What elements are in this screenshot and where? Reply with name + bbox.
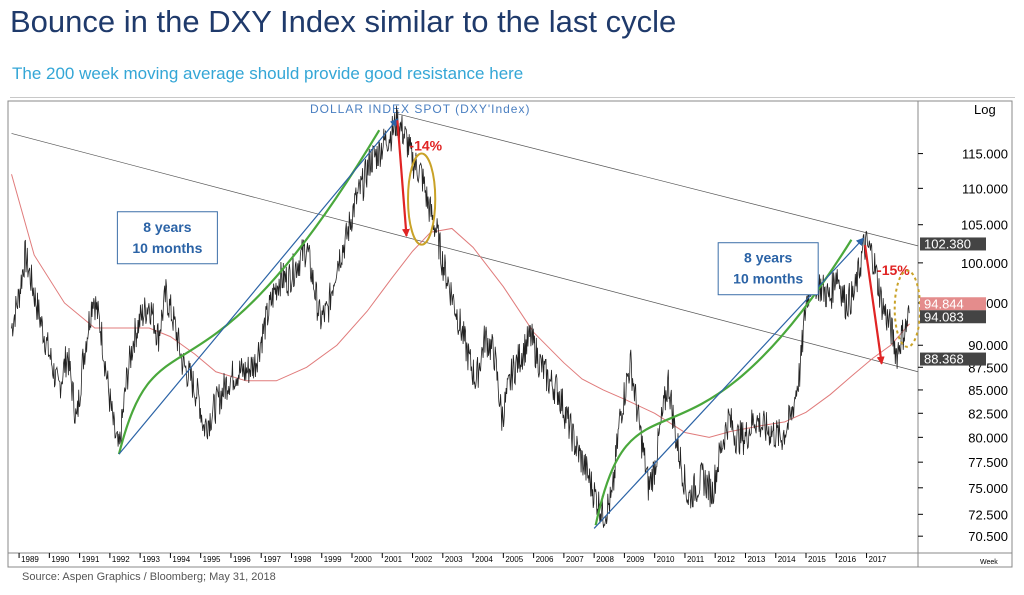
- page-title: Bounce in the DXY Index similar to the l…: [10, 4, 677, 39]
- chart-frame: [7, 100, 1013, 568]
- highlight-circle: [407, 152, 437, 246]
- x-tick-label: 2004: [475, 555, 493, 564]
- value-tag: [920, 297, 986, 311]
- cycle-label-box: [717, 242, 819, 296]
- cycle-labels: 8 years 10 months 8 years 10 months: [116, 211, 819, 296]
- frequency-label: Week: [980, 559, 998, 566]
- x-tick-label: 2007: [566, 555, 584, 564]
- price-line: [11, 105, 910, 528]
- x-tick-label: 2014: [778, 555, 796, 564]
- value-tag-label: 94.844: [924, 296, 964, 311]
- y-tick-label: 115.000: [962, 147, 1008, 162]
- x-tick-label: 1995: [203, 555, 221, 564]
- x-tick-label: 2008: [596, 555, 614, 564]
- x-tick-label: 1992: [112, 555, 130, 564]
- cycle-label-line2: 10 months: [733, 271, 803, 287]
- x-tick-label: 2006: [536, 555, 554, 564]
- value-tag: [920, 352, 986, 366]
- x-tick-label: 1990: [51, 555, 69, 564]
- x-tick-label: 1989: [21, 555, 39, 564]
- x-tick-label: 2010: [657, 555, 675, 564]
- decline-label: -15%: [877, 262, 910, 278]
- value-tag-label: 88.368: [924, 352, 964, 367]
- x-tick-label: 2016: [838, 555, 856, 564]
- source-note: Source: Aspen Graphics / Bloomberg; May …: [22, 571, 276, 583]
- y-tick-label: 70.500: [968, 529, 1008, 544]
- page-subtitle: The 200 week moving average should provi…: [12, 64, 524, 83]
- price-layer: [11, 105, 910, 528]
- y-tick-label: 110.000: [962, 181, 1008, 196]
- x-tick-label: 2015: [808, 555, 826, 564]
- x-ticks: 1989 1990 1991 1992 1993 1994 1995 1996 1997 1998…: [18, 553, 887, 564]
- moving-average-line: [11, 174, 910, 438]
- decline-label: -14%: [409, 137, 442, 153]
- channel-lines: [11, 113, 919, 373]
- trend-arrow: [118, 118, 399, 455]
- x-tick-label: 2002: [415, 555, 433, 564]
- value-tag: [920, 310, 986, 324]
- x-tick-label: 2017: [869, 555, 887, 564]
- title-divider: [10, 97, 1015, 98]
- x-tick-label: 1999: [324, 555, 342, 564]
- value-tag: [920, 237, 986, 251]
- y-tick-label: 75.000: [968, 481, 1008, 496]
- x-tick-label: 1993: [142, 555, 160, 564]
- x-tick-label: 1997: [263, 555, 281, 564]
- x-tick-label: 2000: [354, 555, 372, 564]
- x-tick-label: 2003: [445, 555, 463, 564]
- cycle-label-box: [116, 211, 218, 265]
- x-tick-label: 1991: [82, 555, 100, 564]
- chart-title: DOLLAR INDEX SPOT (DXY'Index): [310, 102, 530, 116]
- value-tag-label: 94.083: [924, 309, 964, 324]
- x-tick-label: 1998: [293, 555, 311, 564]
- y-tick-label: 77.500: [968, 455, 1008, 470]
- y-tick-label: 90.000: [968, 338, 1008, 353]
- scale-label: Log: [974, 102, 996, 117]
- cycle-curve: [117, 129, 381, 455]
- y-tick-label: 72.500: [968, 507, 1008, 522]
- decline-arrow: [396, 120, 410, 237]
- channel-line: [11, 133, 919, 373]
- moving-average-layer: [11, 174, 910, 438]
- y-tick-label: 80.000: [968, 430, 1008, 445]
- x-tick-label: 2013: [747, 555, 765, 564]
- cycle-curves: [117, 129, 853, 526]
- y-tick-label: 105.000: [961, 218, 1008, 233]
- cycle-label-line1: 8 years: [143, 219, 191, 235]
- cycle-label-line1: 8 years: [744, 250, 792, 266]
- value-tag-label: 102.380: [924, 236, 971, 251]
- decline-arrow: [863, 244, 885, 365]
- y-tick-label: 85.000: [968, 383, 1008, 398]
- channel-line: [397, 113, 919, 247]
- x-tick-label: 2005: [505, 555, 523, 564]
- x-tick-label: 2009: [626, 555, 644, 564]
- x-tick-label: 1994: [172, 555, 190, 564]
- x-tick-label: 2012: [717, 555, 735, 564]
- cycle-label-line2: 10 months: [132, 240, 202, 256]
- cycle-curve: [594, 239, 853, 526]
- x-tick-label: 1996: [233, 555, 251, 564]
- y-tick-label: 100.000: [961, 256, 1008, 271]
- x-tick-label: 2001: [384, 555, 402, 564]
- y-ticks: 70.500 72.500 75.000 77.500 80.000 82.500 85.0…: [918, 147, 1008, 544]
- x-tick-label: 2011: [687, 555, 705, 564]
- y-tick-label: 82.500: [968, 406, 1008, 421]
